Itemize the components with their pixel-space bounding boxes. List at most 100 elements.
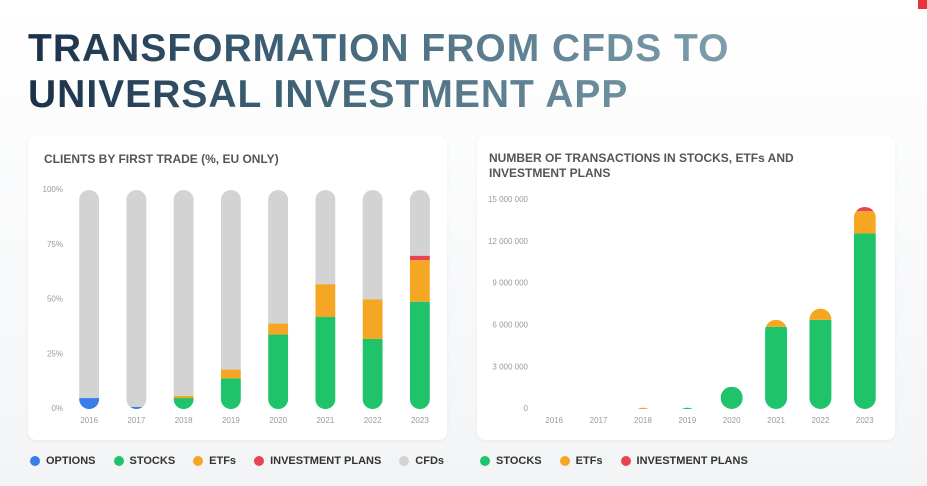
legend-item: INVESTMENT PLANS bbox=[254, 455, 381, 467]
legend: OPTIONS STOCKS ETFs INVESTMENT PLANS CFDs bbox=[30, 455, 444, 467]
bar-stack bbox=[173, 190, 194, 409]
bar-stack bbox=[315, 190, 336, 409]
bar-segment bbox=[809, 319, 832, 409]
legend-swatch bbox=[113, 456, 124, 466]
legend-label: CFDs bbox=[415, 455, 445, 467]
x-tick-label: 2016 bbox=[545, 416, 563, 425]
y-tick-label: 75% bbox=[47, 240, 63, 249]
legend-swatch bbox=[193, 456, 204, 466]
legend-item: INVESTMENT PLANS bbox=[620, 455, 748, 467]
bar-segment bbox=[173, 395, 194, 399]
x-tick-label: 2021 bbox=[767, 416, 785, 425]
bar-stack bbox=[720, 386, 743, 409]
bar-segment bbox=[765, 319, 788, 327]
bar-segment bbox=[676, 407, 699, 409]
legend-label: OPTIONS bbox=[46, 455, 96, 467]
bar-stack bbox=[853, 206, 876, 409]
bar-stack bbox=[676, 407, 699, 409]
bar-stack bbox=[79, 190, 100, 409]
x-tick-label: 2020 bbox=[269, 416, 287, 425]
bar-segment bbox=[362, 338, 383, 409]
x-tick-label: 2018 bbox=[175, 416, 193, 425]
bar-segment bbox=[79, 398, 100, 409]
legend-label: STOCKS bbox=[129, 455, 176, 467]
bar-segment bbox=[315, 284, 336, 318]
legend-label: ETFs bbox=[209, 455, 237, 467]
chart-title: CLIENTS BY FIRST TRADE (%, EU ONLY) bbox=[44, 152, 279, 166]
x-tick-label: 2020 bbox=[723, 416, 741, 425]
bar-segment bbox=[220, 378, 241, 409]
bar-segment bbox=[853, 206, 876, 212]
bar-segment bbox=[809, 308, 832, 320]
legend-label: INVESTMENT PLANS bbox=[636, 455, 748, 467]
y-tick-label: 6 000 000 bbox=[492, 321, 528, 330]
y-tick-label: 0 bbox=[524, 404, 529, 413]
y-tick-label: 3 000 000 bbox=[492, 362, 528, 371]
bar-segment bbox=[268, 334, 289, 409]
bar-segment bbox=[126, 190, 147, 407]
bar-segment bbox=[409, 301, 430, 409]
corner-mark bbox=[918, 0, 927, 9]
bar-segment bbox=[362, 190, 383, 300]
legend-swatch bbox=[399, 456, 410, 466]
x-tick-label: 2016 bbox=[80, 416, 98, 425]
legend-item: CFDs bbox=[399, 455, 444, 467]
bar-segment bbox=[315, 317, 336, 409]
legend-item: STOCKS bbox=[480, 455, 542, 467]
x-tick-label: 2017 bbox=[127, 416, 145, 425]
bar-segment bbox=[765, 326, 788, 409]
bar-segment bbox=[853, 211, 876, 234]
legend-swatch bbox=[30, 456, 40, 466]
y-tick-label: 100% bbox=[43, 185, 63, 194]
x-tick-label: 2018 bbox=[634, 416, 652, 425]
y-tick-label: 15 000 000 bbox=[488, 195, 529, 204]
y-tick-label: 12 000 000 bbox=[488, 237, 529, 246]
x-tick-label: 2022 bbox=[364, 416, 382, 425]
x-tick-label: 2019 bbox=[222, 416, 240, 425]
y-tick-label: 50% bbox=[47, 295, 63, 304]
bar-segment bbox=[220, 369, 241, 379]
bar-stack bbox=[631, 407, 654, 409]
x-tick-label: 2022 bbox=[812, 416, 830, 425]
bar-segment bbox=[220, 190, 241, 370]
y-tick-label: 25% bbox=[47, 349, 63, 358]
legend-swatch bbox=[254, 456, 265, 466]
bar-segment bbox=[362, 299, 383, 339]
bar-stack bbox=[809, 308, 832, 409]
bar-segment bbox=[173, 398, 194, 409]
bar-segment bbox=[268, 323, 289, 335]
y-tick-label: 0% bbox=[51, 404, 63, 413]
legend-label: STOCKS bbox=[496, 455, 542, 467]
bar-segment bbox=[720, 386, 743, 409]
bar-stack bbox=[765, 319, 788, 409]
bar-segment bbox=[853, 233, 876, 409]
bar-segment bbox=[631, 407, 654, 409]
bar-segment bbox=[409, 260, 430, 302]
bar-stack bbox=[362, 190, 383, 409]
x-tick-label: 2023 bbox=[856, 416, 874, 425]
bar-stack bbox=[126, 190, 147, 409]
bar-segment bbox=[79, 190, 100, 399]
bar-stack bbox=[220, 190, 241, 409]
legend-item: OPTIONS bbox=[30, 455, 96, 467]
bar-segment bbox=[173, 190, 194, 396]
y-tick-label: 9 000 000 bbox=[492, 279, 528, 288]
legend-item: ETFs bbox=[193, 455, 236, 467]
bar-stack bbox=[268, 190, 289, 409]
chart-title: NUMBER OF TRANSACTIONS IN STOCKS, ETFs A… bbox=[489, 151, 794, 180]
legend-item: STOCKS bbox=[113, 455, 176, 467]
x-tick-label: 2021 bbox=[316, 416, 334, 425]
bar-stack bbox=[409, 190, 430, 409]
legend: STOCKS ETFs INVESTMENT PLANS bbox=[480, 455, 748, 467]
legend-swatch bbox=[559, 456, 570, 466]
bar-segment bbox=[268, 190, 289, 324]
x-tick-label: 2023 bbox=[411, 416, 429, 425]
x-tick-label: 2019 bbox=[678, 416, 696, 425]
bar-segment bbox=[126, 406, 147, 409]
legend-label: ETFs bbox=[575, 455, 603, 467]
bar-segment bbox=[409, 190, 430, 256]
legend-swatch bbox=[620, 456, 631, 466]
legend-swatch bbox=[480, 456, 490, 466]
